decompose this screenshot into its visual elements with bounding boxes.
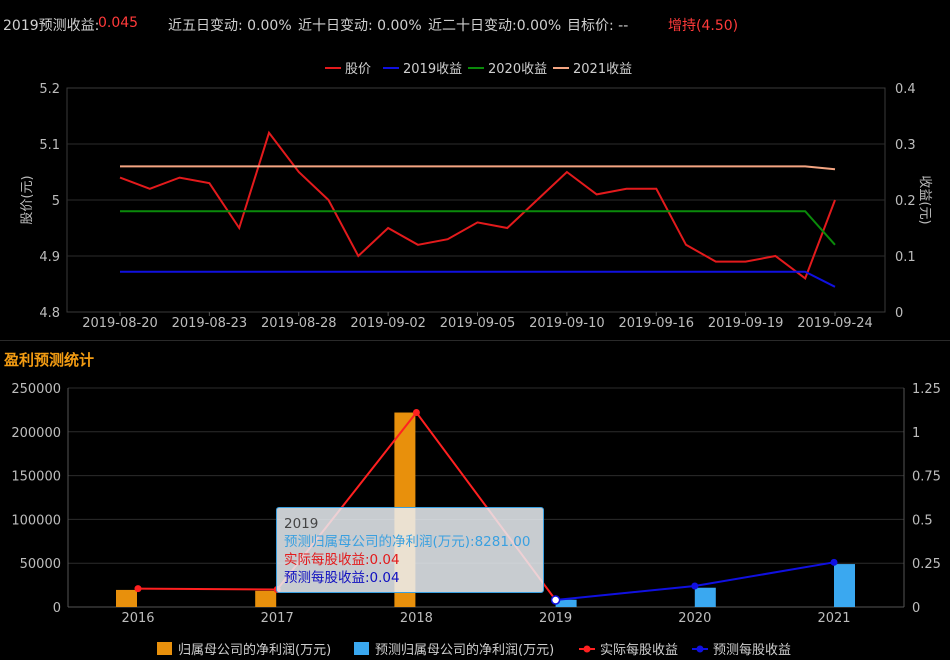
y2-axis-label: 收益(元): [917, 175, 932, 224]
x-tick-label: 2018: [400, 611, 433, 626]
x-tick-label: 2019-08-28: [261, 316, 337, 331]
eps-point: [412, 409, 420, 417]
bar-2021: [834, 564, 855, 607]
forecast-label: 2019预测收益:: [3, 18, 100, 34]
forecast-value: 0.045: [98, 15, 139, 31]
y-tick-label: 5.2: [39, 82, 60, 97]
summary-bar: 2019预测收益: 0.045 近五日变动: 0.00% 近十日变动: 0.00…: [0, 0, 950, 46]
section-title: 盈利预测统计: [4, 351, 95, 369]
series-line-3: [120, 210, 836, 246]
legend-label: 实际每股收益: [600, 642, 678, 658]
legend-marker: [696, 645, 704, 653]
bar-2017: [255, 590, 277, 607]
x-tick-label: 2019-09-24: [797, 316, 873, 331]
x-tick-label: 2019-08-20: [82, 316, 158, 331]
y-tick-label: 250000: [11, 382, 61, 397]
y2-tick-label: 0.5: [912, 513, 933, 528]
bar-2020: [694, 587, 716, 607]
y2-tick-label: 0.3: [895, 138, 916, 153]
y-tick-label: 50000: [20, 557, 61, 572]
price-earnings-chart: 4.8 4.9 5 5.1 5.2 0 0.1 0.2 0.3 0.4 股价(元) 收益(元) 2019…: [20, 62, 932, 331]
y2-tick-label: 0.25: [912, 557, 941, 572]
x-tick-label: 2019-09-16: [618, 316, 694, 331]
series-line-1: [119, 130, 836, 280]
change-20d: 近二十日变动:0.00%: [428, 18, 562, 34]
tooltip-forecast-eps: 预测每股收益:0.04: [284, 570, 400, 586]
x-tick-label: 2019: [539, 611, 572, 626]
profit-forecast-chart: 0 50000 100000 150000 200000 250000 0 0.25 0.5 0.…: [11, 382, 941, 658]
change-5d: 近五日变动: 0.00%: [168, 18, 292, 34]
y-tick-label: 5.1: [39, 138, 60, 153]
y2-tick-label: 0: [895, 306, 903, 321]
x-tick-label: 2017: [261, 611, 294, 626]
section-divider: [0, 340, 950, 341]
eps-line-1: [137, 410, 557, 601]
y-tick-label: 4.9: [39, 250, 60, 265]
eps-point: [691, 582, 699, 590]
y-tick-label: 200000: [11, 426, 61, 441]
y2-tick-label: 0: [912, 601, 920, 616]
rating-badge: 增持(4.50): [668, 18, 739, 34]
y2-tick-label: 1: [912, 426, 920, 441]
eps-point: [830, 558, 838, 566]
legend-label: 2019收益: [403, 62, 462, 77]
x-tick-label: 2016: [121, 611, 154, 626]
legend-label: 2020收益: [488, 62, 547, 77]
y2-tick-label: 0.1: [895, 250, 916, 265]
x-tick-label: 2019-09-05: [440, 316, 516, 331]
legend-label: 股价: [345, 62, 371, 77]
tooltip-year: 2019: [284, 516, 319, 532]
y2-tick-label: 0.75: [912, 470, 941, 485]
target-price: 目标价: --: [567, 18, 629, 34]
legend-label: 预测每股收益: [713, 642, 791, 658]
y-axis-label: 股价(元): [20, 175, 35, 224]
tooltip-forecast-profit: 预测归属母公司的净利润(万元):8281.00: [284, 534, 531, 550]
x-tick-label: 2019-09-02: [350, 316, 426, 331]
eps-point: [134, 585, 142, 593]
y2-tick-label: 1.25: [912, 382, 941, 397]
legend-marker: [583, 645, 591, 653]
legend-label: 2021收益: [573, 62, 632, 77]
bar-2019: [555, 599, 577, 607]
y-tick-label: 5: [52, 194, 60, 209]
legend-label: 归属母公司的净利润(万元): [178, 642, 331, 658]
hover-point: [550, 595, 561, 605]
bar-2016: [116, 589, 137, 607]
x-tick-label: 2019-09-10: [529, 316, 605, 331]
y-tick-label: 150000: [11, 470, 61, 485]
y-tick-label: 0: [53, 601, 61, 616]
y-tick-label: 100000: [11, 513, 61, 528]
series-line-4: [120, 165, 836, 171]
chart-tooltip: 2019 预测归属母公司的净利润(万元):8281.00 实际每股收益:0.04…: [276, 507, 544, 593]
y-tick-label: 4.8: [39, 306, 60, 321]
x-tick-label: 2019-08-23: [172, 316, 248, 331]
x-tick-label: 2021: [817, 611, 850, 626]
series-line-2: [120, 270, 836, 288]
legend-swatch: [354, 642, 369, 655]
change-10d: 近十日变动: 0.00%: [298, 18, 422, 34]
y2-tick-label: 0.2: [895, 194, 916, 209]
legend-swatch: [157, 642, 172, 655]
x-tick-label: 2020: [678, 611, 711, 626]
tooltip-actual-eps: 实际每股收益:0.04: [284, 552, 400, 568]
legend-label: 预测归属母公司的净利润(万元): [375, 642, 554, 658]
x-tick-label: 2019-09-19: [708, 316, 784, 331]
y2-tick-label: 0.4: [895, 82, 916, 97]
